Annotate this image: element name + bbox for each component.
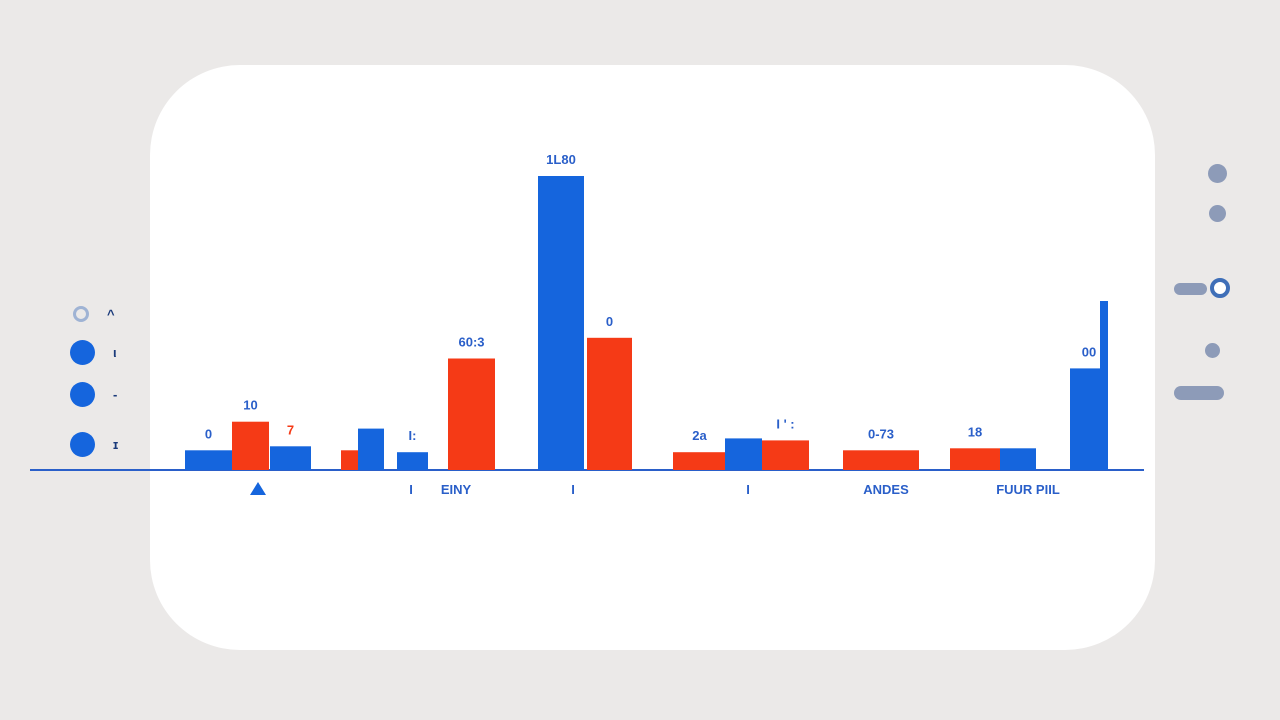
bar-value-label: 0 — [606, 314, 613, 329]
category-tick-label: FUUR PIIL — [996, 482, 1060, 497]
blue-dot-marker-icon — [70, 431, 95, 457]
bar-red[interactable] — [950, 448, 1000, 470]
chart-card — [150, 65, 1155, 650]
blue-dot-marker-icon — [70, 339, 95, 365]
bar-red[interactable] — [587, 337, 632, 470]
bar-value-label: I ' : — [776, 416, 794, 431]
legend-item[interactable]: ɪ — [70, 430, 118, 458]
bar-value-label: 10 — [243, 398, 257, 413]
bar-red[interactable] — [448, 358, 495, 471]
legend-item[interactable]: ι — [70, 338, 117, 366]
bar-red[interactable] — [843, 450, 919, 470]
toggle-track[interactable] — [1174, 283, 1207, 295]
triangle-marker-icon — [250, 482, 266, 495]
bar-value-label: 1L80 — [546, 152, 576, 167]
bar-blue[interactable] — [725, 438, 762, 470]
control-dot[interactable] — [1208, 164, 1227, 183]
bar-blue[interactable] — [538, 176, 584, 470]
bar-value-label: 18 — [968, 424, 982, 439]
control-dot[interactable] — [1205, 343, 1220, 358]
bar-red[interactable] — [341, 450, 358, 470]
slider-bar[interactable] — [1174, 386, 1224, 400]
control-dot[interactable] — [1209, 205, 1226, 222]
bar-blue[interactable] — [185, 450, 232, 470]
bar-value-label: 0-73 — [868, 426, 894, 441]
category-tick-label: ANDES — [863, 482, 909, 497]
legend-item[interactable]: ^ — [70, 300, 115, 328]
bar-value-label: 0 — [205, 426, 212, 441]
right-controls — [1170, 160, 1230, 410]
bar-blue[interactable] — [1100, 301, 1108, 470]
category-tick-label: EINY — [441, 482, 472, 497]
ring-marker-icon — [73, 306, 89, 322]
toggle-knob-icon[interactable] — [1210, 278, 1230, 298]
legend-label: ι — [113, 344, 117, 360]
legend-label: ɪ — [113, 436, 119, 452]
category-tick-label: I — [571, 482, 575, 497]
bar-value-label: 7 — [287, 422, 294, 437]
bar-value-label: 60:3 — [458, 335, 484, 350]
category-tick-label: I — [409, 482, 413, 497]
blue-dot-marker-icon — [70, 381, 95, 407]
bar-red[interactable] — [762, 440, 809, 470]
legend-label: ^ — [107, 306, 115, 322]
bar-blue[interactable] — [358, 428, 384, 470]
bar-value-label: 2a — [692, 428, 707, 443]
bar-blue[interactable] — [1000, 448, 1036, 470]
bar-blue[interactable] — [397, 452, 428, 470]
bar-value-label: 00 — [1082, 344, 1096, 359]
legend-label: - — [113, 386, 118, 402]
bar-red[interactable] — [673, 452, 726, 470]
bar-value-label: I: — [409, 428, 417, 443]
bar-blue[interactable] — [270, 446, 311, 470]
bar-red[interactable] — [232, 421, 269, 470]
category-tick-label: I — [746, 482, 750, 497]
legend-item[interactable]: - — [70, 380, 117, 408]
